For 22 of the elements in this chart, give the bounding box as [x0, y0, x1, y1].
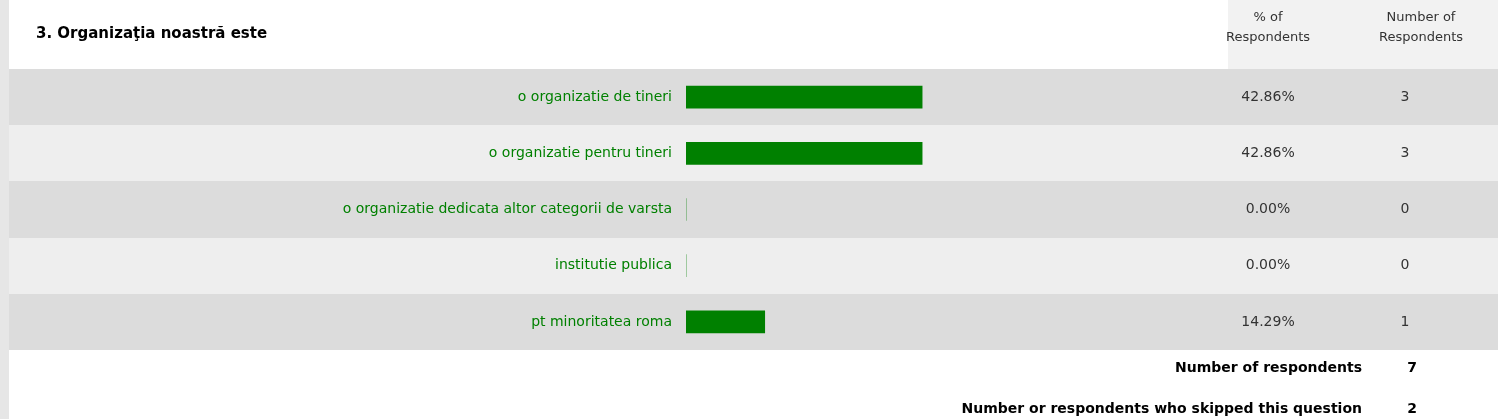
- text: 2: [1407, 399, 1417, 416]
- data-label: 0.00%: [1245, 256, 1291, 273]
- y-tick-label: o organizatie dedicata altor categorii de varsta: [342, 200, 672, 217]
- text: 3: [1400, 143, 1410, 160]
- text: % of Respondents: [1225, 9, 1311, 45]
- data-label: 42.86%: [1241, 87, 1295, 104]
- y-tick-label: institutie publica: [555, 256, 672, 273]
- data-label: 14.29%: [1241, 312, 1295, 329]
- text: 1: [1400, 312, 1410, 329]
- text: Number of Respondents: [1378, 9, 1464, 45]
- data-label: 0.00%: [1245, 200, 1291, 217]
- text: Number or respondents who skipped this question: [961, 399, 1362, 416]
- y-tick-label: pt minoritatea roma: [531, 312, 672, 329]
- text: 3. Organizaţia noastră este: [36, 23, 268, 42]
- text: 7: [1407, 358, 1417, 375]
- text: 3: [1400, 87, 1410, 104]
- text: Number of respondents: [1175, 358, 1362, 375]
- data-label: 42.86%: [1241, 143, 1295, 160]
- text: 0: [1400, 200, 1410, 217]
- text: 0: [1400, 256, 1410, 273]
- y-tick-label: o organizatie pentru tineri: [488, 143, 672, 160]
- y-tick-label: o organizatie de tineri: [517, 87, 672, 104]
